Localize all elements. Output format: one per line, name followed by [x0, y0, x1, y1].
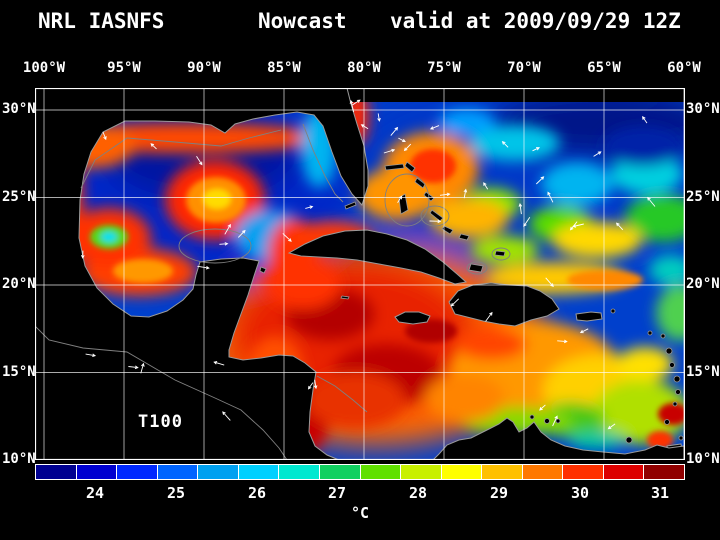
lat-label-right: 20°N [686, 276, 720, 292]
colorbar-tick-label: 27 [327, 484, 347, 502]
lon-label: 100°W [22, 60, 66, 76]
lon-label: 60°W [667, 60, 701, 76]
lat-label-left: 30°N [2, 101, 36, 117]
current-vector-arrows [80, 99, 656, 430]
colorbar-segment [75, 465, 117, 479]
colorbar-segment [481, 465, 522, 479]
colorbar-segment [521, 465, 563, 479]
colorbar-segment [359, 465, 401, 479]
colorbar-segment [278, 465, 319, 479]
colorbar-segment [36, 465, 76, 479]
lon-label: 80°W [347, 60, 381, 76]
colorbar-segment [440, 465, 482, 479]
colorbar-segment [318, 465, 360, 479]
map-canvas: T100 [35, 88, 685, 460]
colorbar-segment [156, 465, 198, 479]
colorbar-tick-label: 24 [85, 484, 105, 502]
lat-label-right: 25°N [686, 188, 720, 205]
lon-label: 70°W [507, 60, 541, 76]
colorbar-segment [237, 465, 279, 479]
colorbar-tick-label: 28 [408, 484, 427, 502]
colorbar-segment [400, 465, 441, 479]
valid-time-label: valid at 2009/09/29 12Z [390, 9, 681, 33]
map-frame [35, 88, 685, 460]
lat-label-right: 30°N [686, 101, 720, 117]
lat-label-right: 10°N [686, 451, 720, 467]
colorbar [35, 464, 685, 480]
lon-label: 75°W [427, 60, 461, 76]
lat-label-left: 25°N [2, 188, 36, 205]
colorbar-segment [197, 465, 238, 479]
land-masses [35, 88, 685, 460]
colorbar-unit: °C [350, 504, 370, 522]
colorbar-tick-label: 30 [570, 484, 590, 502]
colorbar-segment [643, 465, 684, 479]
graticule [35, 88, 685, 460]
lat-label-right: 15°N [686, 363, 720, 380]
model-name: NRL IASNFS [38, 9, 165, 33]
lon-label: 65°W [587, 60, 621, 76]
temperature-field [35, 88, 685, 458]
colorbar-segment [602, 465, 644, 479]
overlay-field-label: T100 [138, 412, 183, 432]
colorbar-tick-label: 31 [650, 484, 669, 502]
product-name: Nowcast [258, 9, 347, 33]
colorbar-tick-label: 26 [247, 484, 266, 502]
lon-label: 85°W [267, 60, 301, 76]
coast-contour-lines [35, 123, 511, 460]
colorbar-tick-label: 29 [489, 484, 508, 502]
colorbar-tick-label: 25 [166, 484, 186, 502]
lat-label-left: 10°N [2, 451, 36, 467]
colorbar-segment [562, 465, 603, 479]
lat-label-left: 15°N [2, 363, 36, 380]
lon-label: 95°W [107, 60, 141, 76]
lat-label-left: 20°N [2, 276, 36, 292]
colorbar-segment [116, 465, 157, 479]
lon-label: 90°W [187, 60, 221, 76]
